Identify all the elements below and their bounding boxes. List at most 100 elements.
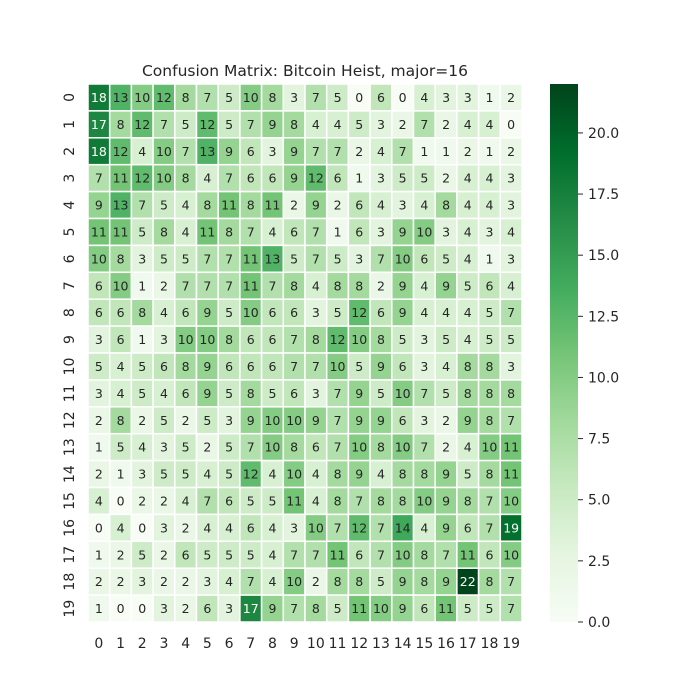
cell-value-label: 4 (160, 305, 168, 320)
cell-value-label: 8 (247, 198, 255, 213)
cell-value-label: 3 (420, 332, 428, 347)
cell-value-label: 11 (460, 547, 476, 562)
cell-value-label: 6 (268, 305, 276, 320)
cell-value-label: 7 (182, 278, 190, 293)
cell-value-label: 5 (485, 601, 493, 616)
cell-value-label: 4 (442, 359, 450, 374)
cell-value-label: 5 (225, 117, 233, 132)
cell-value-label: 9 (312, 198, 320, 213)
cell-value-label: 9 (377, 359, 385, 374)
cell-value-label: 3 (485, 224, 493, 239)
cell-value-label: 2 (442, 413, 450, 428)
cell-value-label: 4 (420, 278, 428, 293)
cell-value-label: 8 (117, 413, 125, 428)
cell-value-label: 12 (113, 144, 129, 159)
y-tick-label: 14 (62, 465, 78, 483)
cell-value-label: 14 (395, 520, 411, 535)
cell-value-label: 9 (355, 467, 363, 482)
cell-value-label: 7 (247, 224, 255, 239)
cell-value-label: 10 (286, 574, 302, 589)
cell-value-label: 6 (464, 520, 472, 535)
cell-value-label: 4 (268, 547, 276, 562)
cell-value-label: 5 (225, 305, 233, 320)
x-tick-label: 5 (203, 636, 212, 652)
cell-value-label: 5 (138, 359, 146, 374)
cell-value-label: 2 (507, 144, 515, 159)
colorbar-gradient (550, 84, 578, 622)
cell-value-label: 9 (399, 224, 407, 239)
cell-value-label: 3 (290, 90, 298, 105)
y-tick-label: 15 (62, 492, 78, 510)
cell-value-label: 2 (399, 117, 407, 132)
cell-value-label: 7 (182, 144, 190, 159)
cell-value-label: 11 (221, 198, 237, 213)
cell-value-label: 19 (503, 520, 519, 535)
cell-value-label: 7 (420, 117, 428, 132)
cell-value-label: 6 (290, 305, 298, 320)
cell-value-label: 10 (134, 90, 150, 105)
cell-value-label: 9 (225, 144, 233, 159)
colorbar: 0.0 2.5 5.0 7.5 10.0 12.5 15.0 17.5 20.0 (550, 84, 619, 631)
cell-value-label: 6 (182, 386, 190, 401)
cell-value-label: 6 (420, 251, 428, 266)
cell-value-label: 5 (182, 467, 190, 482)
cell-value-label: 8 (377, 440, 385, 455)
cell-value-label: 5 (377, 574, 385, 589)
cell-value-label: 5 (420, 171, 428, 186)
y-tick-label: 12 (62, 411, 78, 429)
cell-value-label: 5 (225, 440, 233, 455)
cell-value-label: 5 (442, 251, 450, 266)
cell-value-label: 18 (91, 144, 107, 159)
cell-value-label: 7 (290, 332, 298, 347)
cell-value-label: 4 (268, 467, 276, 482)
cell-value-label: 5 (334, 305, 342, 320)
y-tick-label: 2 (62, 147, 78, 156)
cell-value-label: 7 (268, 278, 276, 293)
x-tick-label: 1 (116, 636, 125, 652)
cell-value-label: 9 (355, 386, 363, 401)
cell-value-label: 5 (117, 440, 125, 455)
cell-value-label: 4 (464, 117, 472, 132)
cell-value-label: 7 (334, 520, 342, 535)
cell-value-label: 10 (308, 520, 324, 535)
cell-value-label: 10 (395, 251, 411, 266)
cell-value-label: 0 (95, 520, 103, 535)
cell-value-label: 3 (442, 224, 450, 239)
cell-value-label: 6 (377, 305, 385, 320)
cell-value-label: 6 (247, 144, 255, 159)
cell-value-label: 10 (243, 90, 259, 105)
cell-value-label: 7 (507, 413, 515, 428)
cell-value-label: 4 (464, 305, 472, 320)
cell-value-label: 6 (160, 359, 168, 374)
cell-value-label: 6 (247, 520, 255, 535)
cell-value-label: 6 (182, 547, 190, 562)
cell-value-label: 2 (117, 547, 125, 562)
cell-value-label: 8 (507, 386, 515, 401)
cell-value-label: 10 (243, 305, 259, 320)
cell-value-label: 9 (203, 359, 211, 374)
cell-value-label: 1 (95, 547, 103, 562)
cell-value-label: 6 (485, 547, 493, 562)
cell-value-label: 1 (117, 467, 125, 482)
y-tick-label: 10 (62, 358, 78, 376)
cell-value-label: 2 (442, 440, 450, 455)
cell-value-label: 5 (334, 90, 342, 105)
cell-value-label: 5 (160, 413, 168, 428)
cell-value-label: 10 (286, 467, 302, 482)
cell-value-label: 3 (138, 251, 146, 266)
cell-value-label: 10 (416, 493, 432, 508)
cell-value-label: 3 (160, 601, 168, 616)
cell-value-label: 4 (268, 224, 276, 239)
cell-value-label: 9 (247, 413, 255, 428)
cell-value-label: 11 (113, 224, 129, 239)
cell-value-label: 11 (351, 601, 367, 616)
cell-value-label: 3 (95, 332, 103, 347)
cell-value-label: 4 (138, 144, 146, 159)
cell-value-label: 3 (160, 332, 168, 347)
cell-value-label: 4 (117, 520, 125, 535)
cell-value-label: 8 (399, 493, 407, 508)
cell-value-label: 0 (507, 117, 515, 132)
cell-value-label: 6 (420, 601, 428, 616)
cell-value-label: 2 (182, 601, 190, 616)
